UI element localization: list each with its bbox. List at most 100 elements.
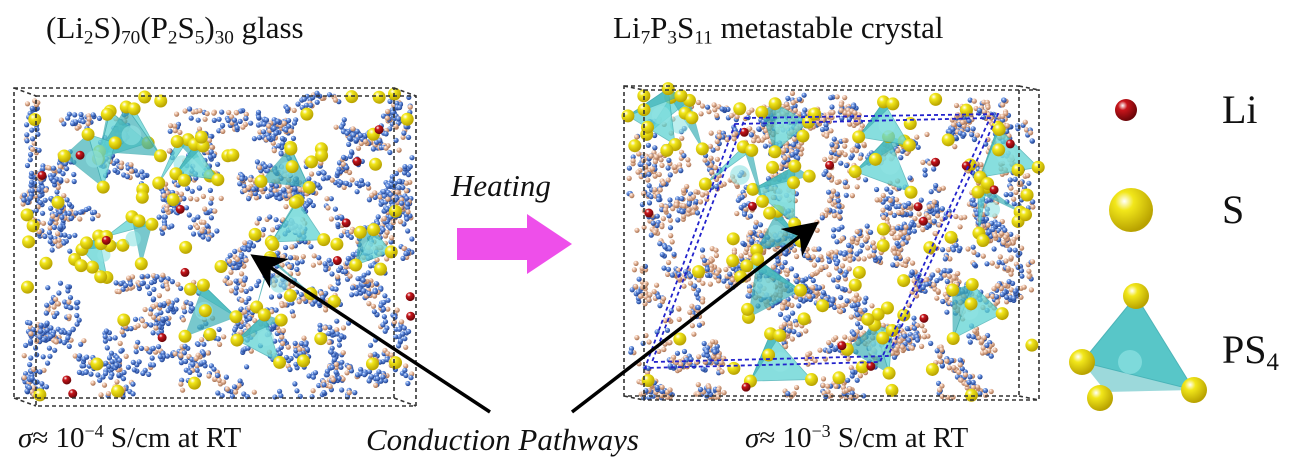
s-atom xyxy=(886,97,900,111)
s-atom xyxy=(880,301,894,315)
li-atom xyxy=(374,125,384,135)
s-atom xyxy=(750,243,764,257)
ps4-tetrahedron xyxy=(230,308,288,369)
s-atom xyxy=(384,245,398,259)
s-atom xyxy=(941,133,955,147)
s-atom xyxy=(766,160,780,174)
s-atom xyxy=(203,327,217,341)
s-atom xyxy=(134,257,148,271)
s-atom xyxy=(695,142,709,156)
s-atom xyxy=(1069,349,1095,375)
ps4-tetrahedron xyxy=(57,127,122,194)
s-atom xyxy=(284,142,298,156)
s-atom xyxy=(805,373,819,387)
s-atom xyxy=(641,374,655,388)
s-atom xyxy=(230,333,244,347)
s-atom xyxy=(22,235,36,249)
li-atom xyxy=(406,311,416,321)
li-atom xyxy=(180,267,190,277)
s-atom xyxy=(673,332,687,346)
s-atom xyxy=(177,173,191,187)
s-atom xyxy=(787,176,801,190)
s-atom xyxy=(85,260,99,274)
ps4-tetrahedron xyxy=(743,327,819,388)
s-atom xyxy=(127,102,141,116)
li-atom xyxy=(747,201,757,211)
crystal-conductivity: σ≈ 10−3 S/cm at RT xyxy=(745,421,969,454)
s-atom xyxy=(755,194,769,208)
s-atom xyxy=(876,222,890,236)
s-atom xyxy=(740,259,754,273)
s-atom xyxy=(179,240,193,254)
s-atom xyxy=(80,236,94,250)
s-atom xyxy=(768,145,782,159)
s-atom xyxy=(90,357,104,371)
crystal-structure xyxy=(621,82,1045,402)
s-atom xyxy=(28,112,42,126)
s-atom xyxy=(726,232,740,246)
li-atom xyxy=(75,150,85,160)
s-atom xyxy=(196,278,210,292)
s-atom xyxy=(100,107,114,121)
ps4-tetrahedron xyxy=(264,194,331,249)
s-atom xyxy=(773,328,787,342)
s-atom xyxy=(755,105,769,119)
s-atom xyxy=(367,223,381,237)
s-atom xyxy=(389,356,403,370)
li-atom xyxy=(1005,139,1015,149)
s-atom xyxy=(621,109,635,123)
s-atom xyxy=(628,139,642,153)
s-atom xyxy=(897,274,911,288)
s-atom xyxy=(226,148,240,162)
crystal-title: Li7P3S11 metastable crystal xyxy=(613,10,944,49)
s-atom xyxy=(132,214,146,228)
s-atom xyxy=(315,148,329,162)
li-atom xyxy=(961,161,971,171)
crystal-unit-cell xyxy=(643,113,1000,369)
s-atom xyxy=(96,180,110,194)
s-atom xyxy=(108,136,122,150)
legend-li-label: Li xyxy=(1222,87,1258,132)
s-atom xyxy=(763,206,777,220)
s-atom xyxy=(992,123,1006,137)
legend-li-atom-icon xyxy=(1115,99,1137,121)
s-atom xyxy=(832,371,846,385)
li-atom xyxy=(866,361,876,371)
s-atom xyxy=(965,277,979,291)
li-atom xyxy=(341,218,351,228)
s-atom xyxy=(992,143,1006,157)
s-atom xyxy=(365,357,379,371)
li-atom xyxy=(837,341,847,351)
s-atom xyxy=(94,270,108,284)
s-atom xyxy=(194,130,208,144)
ps4-tetrahedron xyxy=(852,95,916,152)
s-atom xyxy=(170,135,184,149)
s-atom xyxy=(768,97,782,111)
s-atom xyxy=(57,149,71,163)
li-atom xyxy=(62,375,72,385)
s-atom xyxy=(971,185,985,199)
s-atom xyxy=(788,159,802,173)
s-atom xyxy=(902,138,916,152)
s-atom xyxy=(871,307,885,321)
s-atom xyxy=(39,256,53,270)
s-atom xyxy=(897,308,911,322)
s-atom xyxy=(166,193,180,207)
s-atom xyxy=(153,149,167,163)
s-atom xyxy=(273,355,287,369)
heating-arrow xyxy=(457,214,572,274)
s-atom xyxy=(1181,377,1207,403)
s-atom xyxy=(317,233,331,247)
s-atom xyxy=(925,362,939,376)
s-atom xyxy=(674,89,688,103)
li-atom xyxy=(37,170,47,180)
s-atom xyxy=(248,227,262,241)
s-atom xyxy=(374,262,388,276)
s-atom xyxy=(741,302,755,316)
s-atom xyxy=(660,143,674,157)
legend-ps4-label: PS4 xyxy=(1222,327,1279,376)
li-atom xyxy=(157,333,167,343)
s-atom xyxy=(868,152,882,166)
s-atom xyxy=(135,190,149,204)
s-atom xyxy=(400,112,414,126)
